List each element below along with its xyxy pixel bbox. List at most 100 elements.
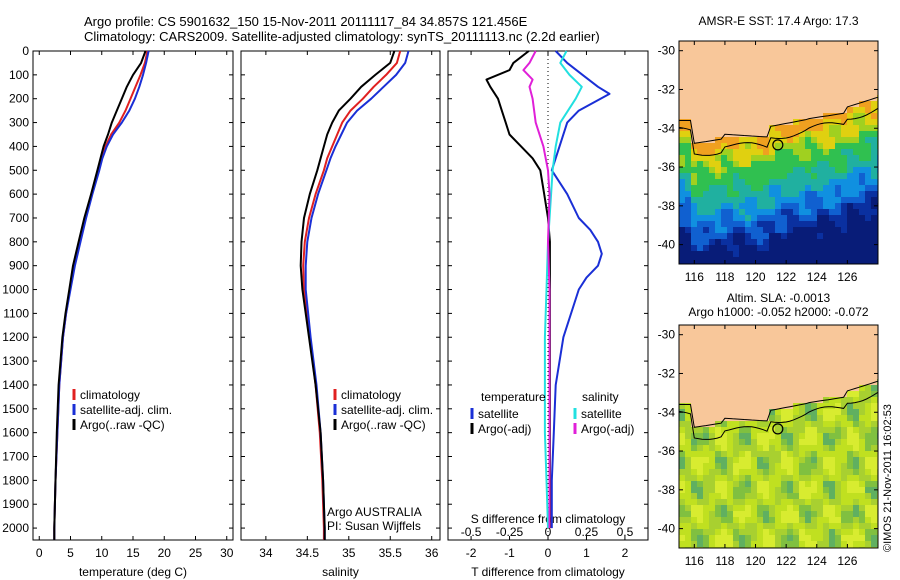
- sla-map-cell: [733, 505, 739, 511]
- sst-map-cell: [733, 215, 739, 221]
- temperature-ytick-label: 300: [9, 116, 29, 130]
- sst-map-cell: [871, 107, 877, 113]
- sla-map-cell: [865, 433, 871, 439]
- sst-map-cell: [775, 65, 781, 71]
- sst-map-cell: [685, 71, 691, 77]
- sla-map-cell: [769, 475, 775, 481]
- sla-map-cell: [757, 427, 763, 433]
- sst-map-cell: [805, 119, 811, 125]
- sst-map-cell: [799, 107, 805, 113]
- sst-map-cell: [781, 131, 787, 137]
- sst-map-cell: [793, 41, 799, 47]
- sst-map-cell: [859, 215, 865, 221]
- sla-map-cell: [775, 331, 781, 337]
- sla-map-cell: [817, 355, 823, 361]
- sst-map-cell: [859, 107, 865, 113]
- sla-map-cell: [787, 439, 793, 445]
- sla-map-cell: [703, 463, 709, 469]
- sst-map-cell: [787, 191, 793, 197]
- sst-map-cell: [745, 125, 751, 131]
- sst-map-cell: [757, 119, 763, 125]
- sla-map-cell: [853, 361, 859, 367]
- sst-map-cell: [787, 65, 793, 71]
- sst-map-cell: [835, 71, 841, 77]
- sst-map-cell: [781, 203, 787, 209]
- sst-map-cell: [787, 143, 793, 149]
- sst-map-cell: [757, 239, 763, 245]
- sst-map-cell: [841, 119, 847, 125]
- sst-map-cell: [745, 185, 751, 191]
- sst-map-argo-marker: [772, 139, 784, 151]
- sla-map-cell: [859, 337, 865, 343]
- sst-map-cell: [727, 95, 733, 101]
- sst-map-cell: [709, 101, 715, 107]
- sst-map-cell: [859, 161, 865, 167]
- sla-map-cell: [715, 481, 721, 487]
- sla-map-cell: [679, 337, 685, 343]
- sla-map-cell: [871, 529, 877, 535]
- salinity-plot-frame: [240, 50, 441, 541]
- sst-map-cell: [805, 245, 811, 251]
- sst-map-cell: [847, 137, 853, 143]
- sst-map-cell: [739, 197, 745, 203]
- sla-map-cell: [703, 325, 709, 331]
- sst-map-cell: [727, 215, 733, 221]
- sla-map-cell: [781, 439, 787, 445]
- sst-map-cell: [691, 77, 697, 83]
- sst-map-cell: [853, 95, 859, 101]
- sla-map-cell: [811, 355, 817, 361]
- sst-map-cell: [811, 137, 817, 143]
- sst-map-cell: [739, 185, 745, 191]
- sst-map-cell: [805, 173, 811, 179]
- sla-map-cell: [781, 343, 787, 349]
- sst-map-cell: [835, 113, 841, 119]
- sla-map-cell: [745, 409, 751, 415]
- sla-map-cell: [721, 421, 727, 427]
- sla-map-cell: [859, 403, 865, 409]
- sla-map-cell: [721, 361, 727, 367]
- sla-map-cell: [781, 373, 787, 379]
- sla-map-cell: [859, 517, 865, 523]
- sst-map-cell: [781, 239, 787, 245]
- sla-map-cell: [733, 541, 739, 547]
- sst-map-cell: [859, 233, 865, 239]
- sla-map-cell: [841, 439, 847, 445]
- sst-map-cell: [727, 89, 733, 95]
- sst-map-cell: [733, 239, 739, 245]
- sla-map-ytick-label: -34: [658, 405, 676, 419]
- sla-map-cell: [709, 481, 715, 487]
- sla-map-cell: [733, 469, 739, 475]
- sst-map-cell: [823, 233, 829, 239]
- sla-map-cell: [709, 433, 715, 439]
- sst-map-cell: [811, 77, 817, 83]
- sla-map-cell: [841, 505, 847, 511]
- sst-map-cell: [853, 71, 859, 77]
- sla-map-cell: [835, 445, 841, 451]
- sla-map-cell: [769, 409, 775, 415]
- sst-map-cell: [745, 251, 751, 257]
- sst-map-cell: [721, 191, 727, 197]
- sla-map-cell: [847, 475, 853, 481]
- sla-map-cell: [865, 421, 871, 427]
- sla-map-cell: [721, 541, 727, 547]
- sst-map-cell: [733, 95, 739, 101]
- sst-map-cell: [685, 197, 691, 203]
- sst-map-cell: [859, 191, 865, 197]
- sla-map-cell: [823, 403, 829, 409]
- sla-map-cell: [691, 331, 697, 337]
- sla-map-cell: [697, 355, 703, 361]
- sla-map-cell: [715, 535, 721, 541]
- sst-map-cell: [679, 251, 685, 257]
- sla-map-cell: [709, 475, 715, 481]
- sla-map-cell: [793, 331, 799, 337]
- sst-map-cell: [841, 203, 847, 209]
- sla-map-cell: [709, 517, 715, 523]
- sst-map-cell: [781, 185, 787, 191]
- sst-map-cell: [745, 107, 751, 113]
- sst-map-cell: [847, 161, 853, 167]
- sla-map-cell: [859, 463, 865, 469]
- sst-map-cell: [817, 125, 823, 131]
- sla-map-cell: [703, 481, 709, 487]
- sla-map-cell: [847, 373, 853, 379]
- sst-map-cell: [757, 89, 763, 95]
